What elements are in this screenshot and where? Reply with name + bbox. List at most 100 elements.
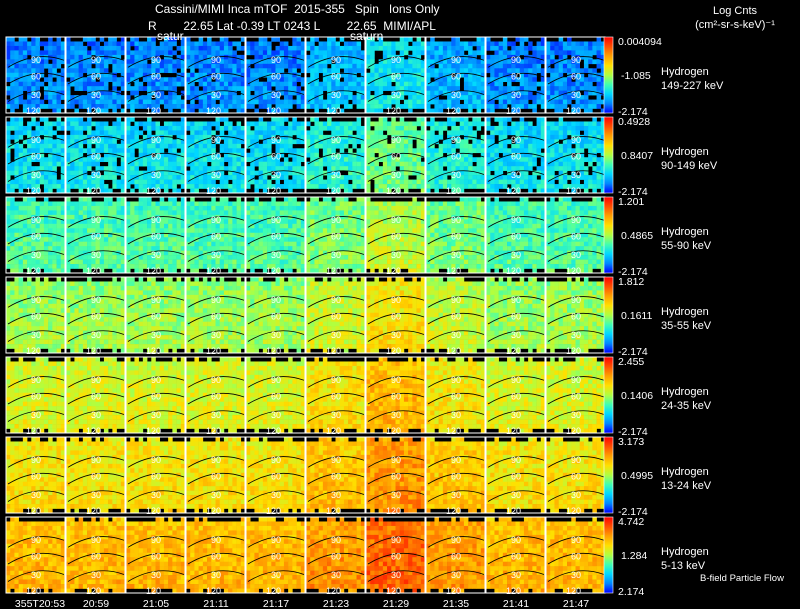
heatmap-cell	[597, 95, 602, 100]
angle-label: 90	[271, 135, 281, 145]
heatmap-cell	[91, 201, 96, 206]
heatmap-cell	[357, 121, 362, 126]
heatmap-cell	[232, 86, 237, 91]
heatmap-cell	[344, 41, 349, 46]
heatmap-cell	[96, 201, 101, 206]
heatmap-cell	[57, 86, 62, 91]
heatmap-cell	[83, 46, 88, 51]
heatmap-cell	[464, 95, 469, 100]
heatmap-cell	[263, 175, 268, 180]
heatmap-cell	[117, 130, 122, 135]
heatmap-cell	[104, 68, 109, 73]
heatmap-cell	[439, 135, 444, 140]
heatmap-cell	[490, 130, 495, 135]
heatmap-cell	[117, 104, 122, 109]
heatmap-cell	[366, 153, 371, 158]
heatmap-cell	[112, 246, 117, 251]
heatmap-cell	[597, 59, 602, 64]
heatmap-cell	[460, 126, 465, 131]
heatmap-cell	[70, 246, 75, 251]
heatmap-cell	[554, 46, 559, 51]
heatmap-cell	[250, 153, 255, 158]
heatmap-cell	[284, 55, 289, 60]
heatmap-cell	[57, 210, 62, 215]
heatmap-cell	[524, 77, 529, 82]
heatmap-cell	[259, 135, 264, 140]
heatmap-cell	[486, 77, 491, 82]
heatmap-cell	[537, 139, 542, 144]
heatmap-cell	[224, 197, 229, 202]
heatmap-cell	[130, 219, 135, 224]
heatmap-cell	[314, 82, 319, 87]
heatmap-cell	[134, 135, 139, 140]
heatmap-cell	[288, 130, 293, 135]
heatmap-cell	[503, 68, 508, 73]
heatmap-cell	[40, 242, 45, 247]
heatmap-cell	[499, 117, 504, 122]
heatmap-cell	[66, 175, 71, 180]
heatmap-cell	[472, 68, 477, 73]
heatmap-cell	[164, 77, 169, 82]
heatmap-cell	[499, 162, 504, 167]
heatmap-cell	[263, 37, 268, 42]
heatmap-cell	[580, 82, 585, 87]
angle-label: 60	[211, 72, 221, 82]
heatmap-cell	[323, 148, 328, 153]
heatmap-cell	[164, 215, 169, 220]
heatmap-cell	[186, 126, 191, 131]
heatmap-cell	[263, 166, 268, 171]
heatmap-cell	[10, 91, 15, 96]
heatmap-cell	[104, 215, 109, 220]
heatmap-cell	[563, 41, 568, 46]
heatmap-cell	[588, 104, 593, 109]
heatmap-cell	[134, 126, 139, 131]
heatmap-cell	[559, 37, 564, 42]
heatmap-cell	[164, 55, 169, 60]
heatmap-cell	[297, 37, 302, 42]
heatmap-cell	[584, 77, 589, 82]
heatmap-cell	[10, 41, 15, 46]
heatmap-cell	[23, 210, 28, 215]
heatmap-cell	[177, 206, 182, 211]
heatmap-cell	[168, 197, 173, 202]
heatmap-cell	[27, 100, 32, 105]
heatmap-cell	[336, 41, 341, 46]
heatmap-cell	[532, 126, 537, 131]
heatmap-cell	[164, 201, 169, 206]
heatmap-cell	[292, 68, 297, 73]
heatmap-cell	[112, 228, 117, 233]
heatmap-cell	[254, 130, 259, 135]
heatmap-cell	[314, 126, 319, 131]
heatmap-cell	[194, 144, 199, 149]
heatmap-cell	[44, 237, 49, 242]
heatmap-cell	[314, 121, 319, 126]
heatmap-cell	[391, 100, 396, 105]
heatmap-cell	[48, 201, 53, 206]
heatmap-cell	[374, 184, 379, 189]
heatmap-cell	[143, 246, 148, 251]
heatmap-cell	[52, 139, 57, 144]
heatmap-cell	[104, 100, 109, 105]
heatmap-cell	[147, 100, 152, 105]
heatmap-cell	[507, 126, 512, 131]
heatmap-cell	[284, 41, 289, 46]
heatmap-cell	[494, 144, 499, 149]
heatmap-cell	[297, 180, 302, 185]
heatmap-cell	[74, 251, 79, 256]
heatmap-cell	[503, 95, 508, 100]
heatmap-cell	[319, 166, 324, 171]
heatmap-cell	[310, 37, 315, 42]
heatmap-cell	[220, 180, 225, 185]
spectrogram-panel: 906030120	[426, 117, 485, 196]
heatmap-cell	[352, 126, 357, 131]
heatmap-cell	[70, 139, 75, 144]
heatmap-cell	[190, 197, 195, 202]
heatmap-cell	[172, 50, 177, 55]
heatmap-cell	[48, 175, 53, 180]
heatmap-cell	[306, 68, 311, 73]
heatmap-cell	[66, 153, 71, 158]
heatmap-cell	[434, 82, 439, 87]
heatmap-cell	[417, 130, 422, 135]
heatmap-cell	[172, 260, 177, 265]
angle-label: 60	[271, 72, 281, 82]
